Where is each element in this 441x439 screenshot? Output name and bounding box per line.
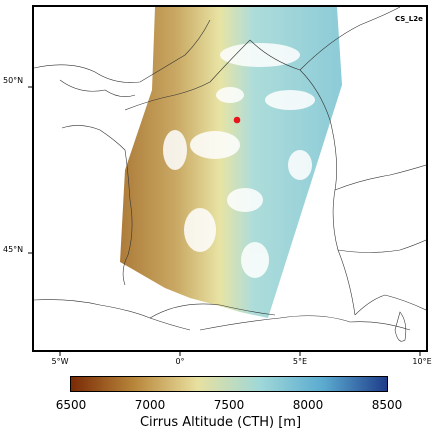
- colorbar-title: Cirrus Altitude (CTH) [m]: [139, 415, 302, 430]
- colorbar-tick: 8500: [371, 398, 403, 412]
- coastlines: [34, 7, 426, 342]
- colorbar-tick: 7500: [213, 398, 245, 412]
- lon-tick: 10°E: [412, 357, 432, 366]
- location-marker: [233, 116, 241, 124]
- swath-gaps: [163, 43, 315, 278]
- map-canvas: [28, 7, 426, 356]
- product-label: CS_L2e: [395, 15, 423, 23]
- colorbar: [70, 376, 388, 392]
- lon-tick: 5°E: [292, 357, 308, 366]
- colorbar-tick: 7000: [134, 398, 166, 412]
- satellite-swath: [120, 7, 342, 318]
- lon-tick: 5°W: [51, 357, 69, 366]
- axis-ticks: [28, 86, 421, 356]
- lon-tick: 0°: [175, 357, 185, 366]
- colorbar-tick: 8000: [292, 398, 324, 412]
- lat-tick: 50°N: [3, 76, 24, 85]
- lat-tick: 45°N: [3, 245, 24, 254]
- colorbar-tick: 6500: [55, 398, 87, 412]
